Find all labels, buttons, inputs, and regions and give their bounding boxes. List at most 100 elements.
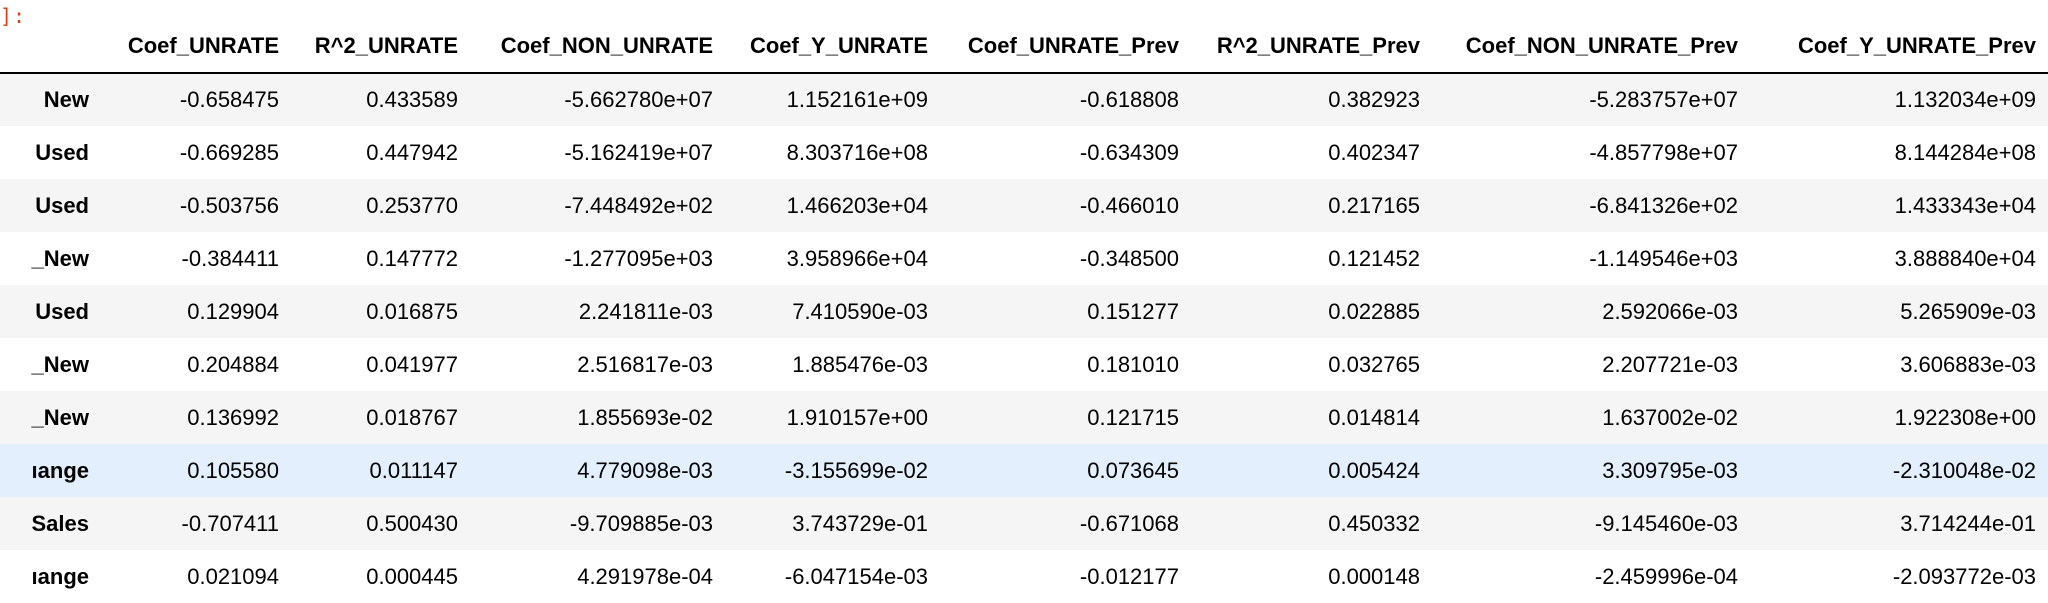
row-index-label: Used [35, 298, 89, 324]
table-cell: 2.241811e-03 [578, 298, 713, 324]
table-cell: 4.779098e-03 [577, 457, 713, 483]
table-cell: 2.207721e-03 [1602, 351, 1738, 377]
column-header: Coef_UNRATE_Prev [940, 20, 1191, 74]
index-header [0, 20, 101, 74]
table-cell: -0.348500 [1079, 245, 1179, 271]
table-cell: 5.265909e-03 [1900, 298, 2036, 324]
table-cell: 1.152161e+09 [786, 87, 928, 112]
table-row: _New 0.136992 0.018767 1.855693e-02 1.910157… [0, 391, 2048, 444]
dataframe-output: Coef_UNRATE R^2_UNRATE Coef_NON_UNRATE C… [0, 20, 2048, 603]
table-cell: -2.310048e-02 [1892, 457, 2036, 483]
row-index-label: Used [35, 192, 89, 218]
table-row: ıange 0.105580 0.011147 4.779098e-03 -3.1556… [0, 444, 2048, 497]
table-cell: -9.709885e-03 [569, 510, 713, 536]
table-cell: 1.132034e+09 [1894, 87, 2036, 112]
table-cell: 1.637002e-02 [1602, 404, 1738, 430]
table-cell: 0.253770 [366, 192, 458, 218]
table-cell: -0.658475 [179, 87, 279, 112]
table-cell: -5.283757e+07 [1589, 87, 1738, 112]
column-header: R^2_UNRATE_Prev [1191, 20, 1432, 74]
row-index-label: Sales [31, 510, 90, 536]
table-cell: 0.041977 [366, 351, 458, 377]
table-cell: -0.503756 [179, 192, 279, 218]
table-row: Used -0.503756 0.253770 -7.448492e+02 1.4662… [0, 179, 2048, 232]
table-cell: 1.922308e+00 [1894, 404, 2036, 430]
table-cell: 1.885476e-03 [792, 351, 928, 377]
table-cell: 0.011147 [369, 457, 459, 483]
row-index-label: _New [31, 404, 89, 430]
table-row: ıange 0.021094 0.000445 4.291978e-04 -6.0471… [0, 550, 2048, 603]
column-header: R^2_UNRATE [291, 20, 470, 74]
table-cell: 0.447942 [366, 139, 458, 165]
table-row: Used -0.669285 0.447942 -5.162419e+07 8.3037… [0, 126, 2048, 179]
table-cell: -5.162419e+07 [564, 139, 713, 165]
column-header: Coef_NON_UNRATE_Prev [1432, 20, 1750, 74]
table-cell: 2.592066e-03 [1602, 298, 1738, 324]
table-cell: 3.888840e+04 [1894, 245, 2036, 271]
table-cell: 3.714244e-01 [1900, 510, 2036, 536]
table-cell: 0.073645 [1087, 457, 1179, 483]
row-index-label: New [43, 87, 89, 112]
table-cell: 0.121715 [1087, 404, 1179, 430]
table-cell: 0.433589 [366, 87, 458, 112]
table-cell: 0.151277 [1087, 298, 1179, 324]
table-cell: -1.149546e+03 [1589, 245, 1738, 271]
table-cell: 0.129904 [187, 298, 279, 324]
table-cell: 0.382923 [1328, 87, 1420, 112]
table-row: Used 0.129904 0.016875 2.241811e-03 7.410590… [0, 285, 2048, 338]
column-header: Coef_NON_UNRATE [470, 20, 725, 74]
table-cell: 1.433343e+04 [1894, 192, 2036, 218]
table-cell: -0.707411 [181, 510, 279, 536]
table-cell: -0.012177 [1079, 563, 1179, 589]
table-body: New -0.658475 0.433589 -5.662780e+07 1.15216… [0, 73, 2048, 603]
table-header: Coef_UNRATE R^2_UNRATE Coef_NON_UNRATE C… [0, 20, 2048, 74]
table-cell: 0.022885 [1328, 298, 1420, 324]
table-cell: -6.841326e+02 [1589, 192, 1738, 218]
table-cell: 4.291978e-04 [577, 563, 713, 589]
table-cell: -5.662780e+07 [564, 87, 713, 112]
table-cell: 3.606883e-03 [1900, 351, 2036, 377]
table-cell: 0.500430 [366, 510, 458, 536]
row-index-label: _New [31, 245, 89, 271]
row-index-label: ıange [31, 563, 89, 589]
table-cell: -0.671068 [1079, 510, 1179, 536]
table-cell: 0.181010 [1087, 351, 1179, 377]
table-cell: 0.018767 [366, 404, 458, 430]
dataframe-table: Coef_UNRATE R^2_UNRATE Coef_NON_UNRATE C… [0, 20, 2048, 603]
table-cell: 0.136992 [187, 404, 279, 430]
table-cell: 0.016875 [366, 298, 458, 324]
table-cell: 3.958966e+04 [786, 245, 928, 271]
table-cell: 1.855693e-02 [577, 404, 713, 430]
table-cell: -1.277095e+03 [564, 245, 713, 271]
table-cell: -4.857798e+07 [1589, 139, 1738, 165]
table-cell: 0.105580 [187, 457, 279, 483]
column-header: Coef_Y_UNRATE_Prev [1750, 20, 2048, 74]
table-cell: -2.459996e-04 [1594, 563, 1738, 589]
table-cell: 1.466203e+04 [786, 192, 928, 218]
table-cell: 0.402347 [1328, 139, 1420, 165]
table-row: New -0.658475 0.433589 -5.662780e+07 1.15216… [0, 73, 2048, 126]
table-cell: -0.634309 [1079, 139, 1179, 165]
table-cell: -0.384411 [181, 245, 279, 271]
table-cell: -9.145460e-03 [1594, 510, 1738, 536]
table-cell: 0.000445 [366, 563, 458, 589]
table-cell: 0.217165 [1328, 192, 1420, 218]
table-row: _New 0.204884 0.041977 2.516817e-03 1.885476… [0, 338, 2048, 391]
table-row: Sales -0.707411 0.500430 -9.709885e-03 3.743… [0, 497, 2048, 550]
table-cell: -7.448492e+02 [564, 192, 713, 218]
table-cell: 0.000148 [1328, 563, 1420, 589]
table-cell: 0.014814 [1328, 404, 1420, 430]
table-cell: 0.121452 [1328, 245, 1420, 271]
table-cell: -3.155699e-02 [784, 457, 928, 483]
table-cell: -6.047154e-03 [784, 563, 928, 589]
table-cell: 8.303716e+08 [786, 139, 928, 165]
column-header: Coef_UNRATE [101, 20, 291, 74]
table-cell: 8.144284e+08 [1894, 139, 2036, 165]
table-cell: -0.618808 [1079, 87, 1179, 112]
table-cell: 0.021094 [187, 563, 279, 589]
header-row: Coef_UNRATE R^2_UNRATE Coef_NON_UNRATE C… [0, 20, 2048, 74]
row-index-label: _New [31, 351, 89, 377]
column-header: Coef_Y_UNRATE [725, 20, 940, 74]
row-index-label: ıange [31, 457, 89, 483]
table-cell: 0.147772 [366, 245, 458, 271]
